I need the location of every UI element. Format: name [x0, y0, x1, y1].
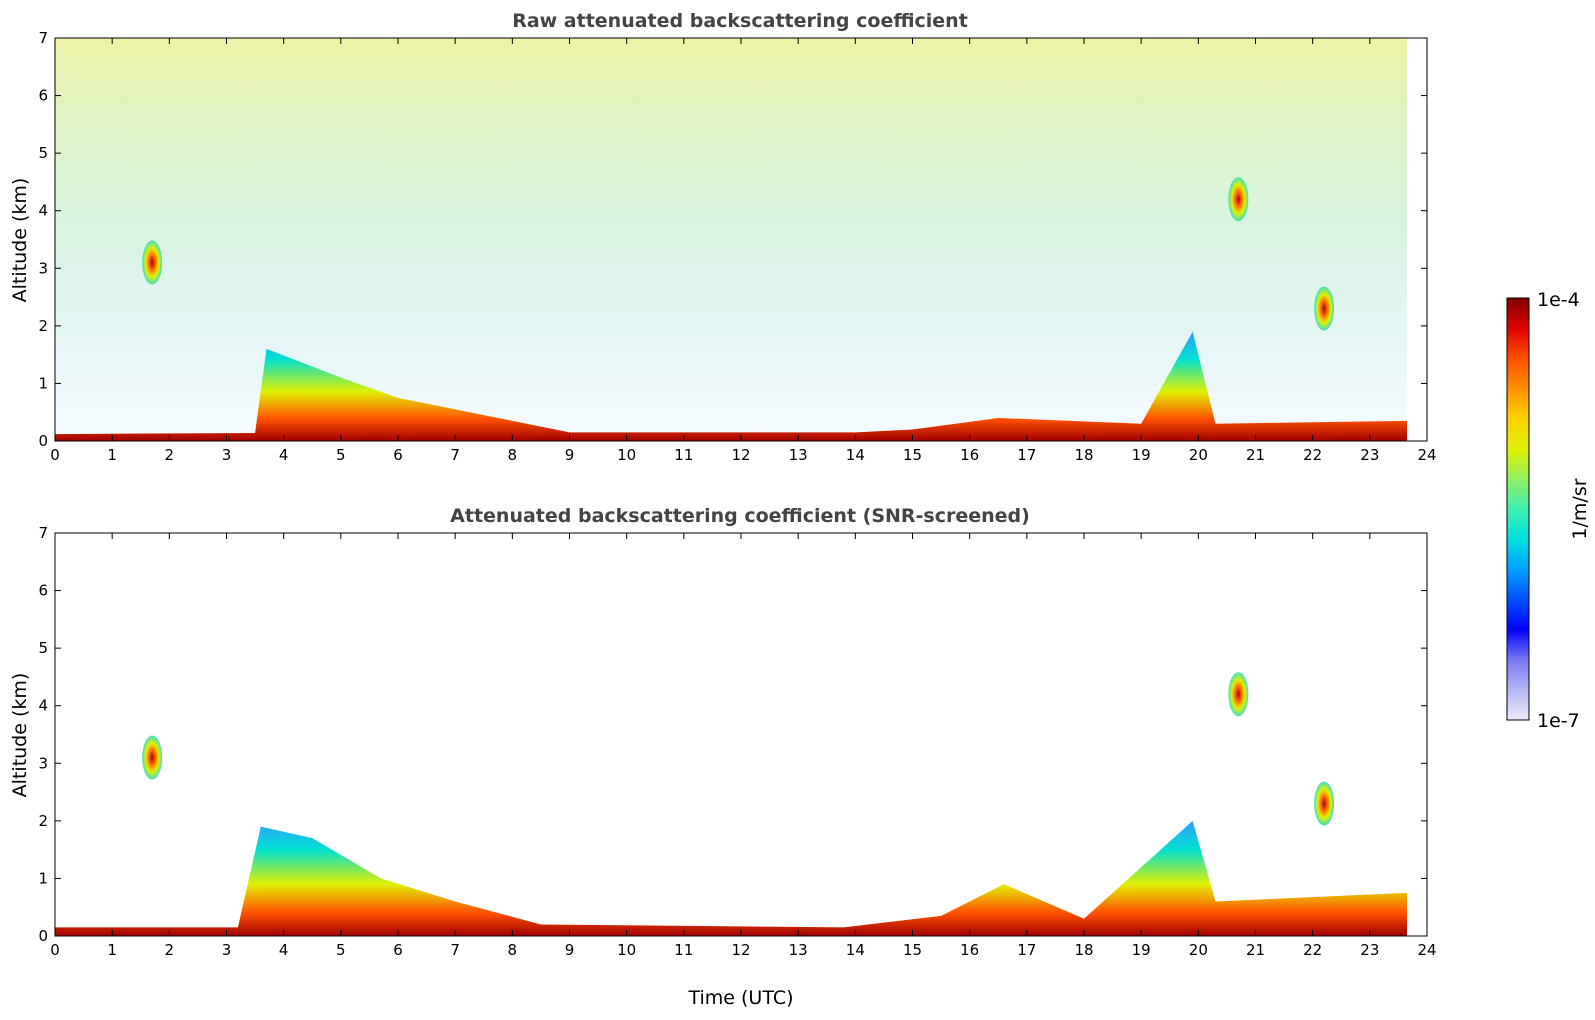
cloud-feature — [1228, 672, 1249, 717]
x-tick-label: 4 — [279, 446, 289, 464]
y-tick-label: 3 — [38, 754, 48, 772]
x-tick-label: 3 — [222, 446, 232, 464]
colorbar: 1e-4 1e-7 1/m/sr — [1506, 289, 1591, 732]
y-axis-label: Altitude (km) — [9, 178, 31, 303]
x-tick-label: 22 — [1303, 941, 1322, 959]
y-tick-label: 2 — [38, 317, 48, 335]
x-tick-label: 15 — [903, 941, 922, 959]
cloud-feature — [142, 735, 163, 780]
y-tick-label: 1 — [38, 374, 48, 392]
x-tick-label: 7 — [450, 941, 460, 959]
surface-aerosol-layer — [55, 331, 1407, 441]
x-tick-label: 19 — [1132, 446, 1151, 464]
panel-screened: Attenuated backscattering coefficient (S… — [9, 505, 1437, 1009]
x-tick-label: 20 — [1189, 941, 1208, 959]
x-tick-label: 1 — [107, 941, 117, 959]
x-tick-label: 20 — [1189, 446, 1208, 464]
y-tick-label: 0 — [38, 432, 48, 450]
x-axis: 0 1 2 3 4 5 6 7 8 9 10 11 12 13 14 15 16 17 18 19 20 21 22 23 24 — [50, 38, 1437, 464]
x-tick-label: 13 — [789, 446, 808, 464]
colorbar-unit-label: 1/m/sr — [1569, 478, 1591, 539]
x-tick-label: 3 — [222, 941, 232, 959]
y-tick-label: 4 — [38, 202, 48, 220]
x-tick-label: 21 — [1246, 941, 1265, 959]
x-tick-label: 7 — [450, 446, 460, 464]
x-tick-label: 21 — [1246, 446, 1265, 464]
x-tick-label: 2 — [165, 941, 175, 959]
cloud-feature — [142, 240, 163, 285]
x-tick-label: 14 — [846, 941, 865, 959]
colorbar-gradient — [1506, 297, 1530, 721]
x-tick-label: 6 — [393, 941, 403, 959]
x-tick-label: 1 — [107, 446, 117, 464]
y-tick-label: 3 — [38, 259, 48, 277]
y-axis-label: Altitude (km) — [9, 673, 31, 798]
y-tick-label: 4 — [38, 697, 48, 715]
x-tick-label: 6 — [393, 446, 403, 464]
x-tick-label: 19 — [1132, 941, 1151, 959]
y-axis: 0 1 2 3 4 5 6 7 — [38, 524, 1427, 945]
x-tick-label: 8 — [508, 941, 518, 959]
x-tick-label: 22 — [1303, 446, 1322, 464]
x-axis-label: Time (UTC) — [687, 987, 793, 1009]
x-tick-label: 13 — [789, 941, 808, 959]
x-tick-label: 16 — [960, 941, 979, 959]
x-tick-label: 11 — [674, 941, 693, 959]
x-tick-label: 11 — [674, 446, 693, 464]
cloud-feature — [1228, 177, 1249, 222]
x-tick-label: 18 — [1074, 446, 1093, 464]
y-tick-label: 6 — [38, 582, 48, 600]
x-tick-label: 4 — [279, 941, 289, 959]
y-tick-label: 5 — [38, 144, 48, 162]
y-tick-label: 5 — [38, 639, 48, 657]
cloud-feature — [1314, 286, 1335, 331]
colorbar-max-label: 1e-4 — [1537, 289, 1580, 311]
colorbar-min-label: 1e-7 — [1537, 710, 1580, 732]
x-tick-label: 12 — [731, 446, 750, 464]
panel-raw: Raw attenuated backscattering coefficien… — [9, 10, 1437, 464]
surface-aerosol-layer — [55, 820, 1407, 936]
x-tick-label: 2 — [165, 446, 175, 464]
y-tick-label: 6 — [38, 87, 48, 105]
x-axis: 0 1 2 3 4 5 6 7 8 9 10 11 12 13 14 15 16 17 18 19 20 21 22 23 24 — [50, 533, 1437, 959]
y-tick-label: 7 — [38, 29, 48, 47]
x-tick-label: 24 — [1417, 941, 1436, 959]
y-tick-label: 7 — [38, 524, 48, 542]
x-tick-label: 23 — [1360, 446, 1379, 464]
plot-area — [54, 532, 1428, 937]
x-tick-label: 10 — [617, 941, 636, 959]
plot-area — [54, 37, 1428, 442]
x-tick-label: 8 — [508, 446, 518, 464]
x-tick-label: 9 — [565, 446, 575, 464]
chart-title: Raw attenuated backscattering coefficien… — [512, 10, 968, 32]
x-tick-label: 0 — [50, 941, 60, 959]
x-tick-label: 23 — [1360, 941, 1379, 959]
chart-title: Attenuated backscattering coefficient (S… — [450, 505, 1030, 527]
y-tick-label: 1 — [38, 869, 48, 887]
x-tick-label: 24 — [1417, 446, 1436, 464]
x-tick-label: 5 — [336, 941, 346, 959]
x-tick-label: 14 — [846, 446, 865, 464]
x-tick-label: 15 — [903, 446, 922, 464]
x-tick-label: 10 — [617, 446, 636, 464]
x-tick-label: 16 — [960, 446, 979, 464]
x-tick-label: 0 — [50, 446, 60, 464]
x-tick-label: 18 — [1074, 941, 1093, 959]
y-tick-label: 2 — [38, 812, 48, 830]
y-axis: 0 1 2 3 4 5 6 7 — [38, 29, 1427, 450]
y-tick-label: 0 — [38, 927, 48, 945]
x-tick-label: 17 — [1017, 941, 1036, 959]
x-tick-label: 12 — [731, 941, 750, 959]
x-tick-label: 5 — [336, 446, 346, 464]
cloud-feature — [1314, 781, 1335, 826]
x-tick-label: 9 — [565, 941, 575, 959]
x-tick-label: 17 — [1017, 446, 1036, 464]
